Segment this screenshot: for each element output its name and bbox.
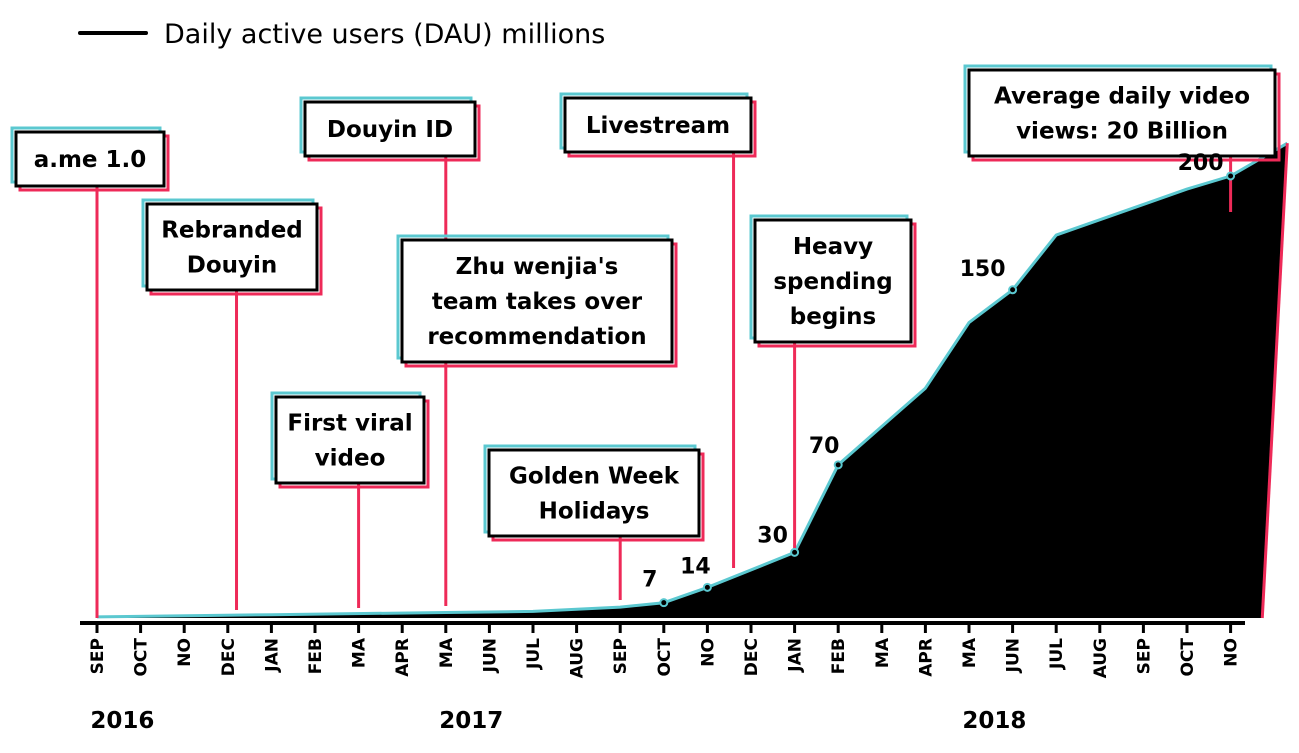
x-tick-label: JAN: [262, 638, 282, 673]
annotation-frame: [303, 100, 477, 158]
value-label-150: 150: [960, 257, 1006, 282]
annotation-box-livestream: Livestream: [559, 92, 757, 158]
x-tick-label: JUN: [1004, 638, 1024, 673]
x-tick-label: FEB: [829, 638, 849, 674]
annotation-box-zhu-wenjia-s: Zhu wenjia's team takes over recommendatio…: [396, 234, 678, 368]
value-label-7: 7: [642, 568, 657, 593]
x-tick-label: NO: [1222, 638, 1242, 667]
annotation-text: views: 20 Billion: [1016, 119, 1228, 145]
value-label-200: 200: [1178, 151, 1224, 176]
x-tick-label: JUL: [1047, 638, 1067, 670]
annotation-frame: [400, 238, 674, 364]
x-tick-label: SEP: [611, 638, 631, 674]
x-tick-label: NO: [175, 638, 195, 667]
annotation-text: video: [315, 446, 386, 472]
annotation-text: team takes over: [432, 289, 643, 315]
x-tick-label: DEC: [219, 638, 239, 676]
annotation-box-golden-week: Golden Week Holidays: [483, 444, 705, 542]
x-tick-label: JUL: [524, 638, 544, 670]
annotation-frame: [274, 395, 426, 485]
x-tick-label: APR: [916, 638, 936, 677]
year-label-2018: 2018: [962, 708, 1026, 734]
year-label-2017: 2017: [439, 708, 503, 734]
x-tick-label: AUG: [1091, 638, 1111, 678]
annotation-text: Heavy: [793, 234, 873, 260]
x-tick-label: AUG: [568, 638, 588, 678]
x-tick-label: MA: [960, 637, 980, 668]
annotation-text: a.me 1.0: [34, 147, 147, 173]
x-tick-label: SEP: [88, 638, 108, 674]
x-tick-label: APR: [393, 638, 413, 677]
annotation-text: recommendation: [427, 324, 646, 350]
legend-label: Daily active users (DAU) millions: [164, 19, 605, 50]
data-point-7: [659, 598, 669, 608]
data-point-70: [833, 460, 843, 470]
annotation-text: Zhu wenjia's: [456, 254, 619, 280]
annotation-text: Douyin: [187, 253, 278, 279]
legend: Daily active users (DAU) millions: [78, 19, 605, 50]
year-label-2016: 2016: [90, 708, 154, 734]
annotation-text: Livestream: [586, 113, 730, 139]
annotation-text: Holidays: [539, 499, 650, 525]
data-point-150: [1008, 285, 1018, 295]
annotation-box-douyin-id: Douyin ID: [299, 96, 481, 162]
annotation-text: spending: [773, 269, 892, 295]
x-axis: SEP OCT NO DEC JAN FEB MA APR MA JUN JUL AUG SEP OCT N…: [80, 621, 1245, 734]
annotation-frame: [753, 218, 913, 344]
value-label-14: 14: [680, 554, 711, 579]
annotation-stems: [95, 152, 1233, 618]
annotation-text: Golden Week: [509, 464, 680, 490]
x-tick-label: NO: [698, 638, 718, 667]
x-tick-label: OCT: [132, 638, 152, 677]
annotation-frame: [563, 96, 753, 154]
data-point-200: [1226, 171, 1236, 181]
annotation-box-rebranded: Rebranded Douyin: [141, 198, 323, 296]
dau-area: [97, 143, 1288, 618]
annotation-text: Average daily video: [994, 84, 1250, 110]
x-tick-label: JUN: [480, 638, 500, 673]
x-tick-label: JAN: [786, 638, 806, 673]
x-tick-label: MA: [873, 637, 893, 668]
annotation-box-a-me-1-0: a.me 1.0: [10, 126, 170, 192]
x-tick-label: MA: [437, 637, 457, 668]
data-point-30: [790, 547, 800, 557]
annotation-text: First viral: [287, 411, 412, 437]
annotation-box-first-viral: First viral video: [270, 391, 430, 489]
x-tick-label: SEP: [1134, 638, 1154, 674]
data-point-14: [702, 582, 712, 592]
annotation-boxes: a.me 1.0 Rebranded Douyin First viral video D…: [10, 64, 1281, 542]
annotation-frame: [967, 68, 1277, 158]
annotation-frame: [487, 448, 701, 538]
value-label-30: 30: [757, 523, 788, 548]
value-labels: 7 14 30 70 150 200: [642, 151, 1236, 608]
annotation-box-average-daily-video: Average daily video views: 20 Billion: [963, 64, 1281, 162]
x-tick-label: MA: [350, 637, 370, 668]
annotation-box-heavy: Heavy spending begins: [749, 214, 917, 348]
annotation-frame: [14, 130, 166, 188]
annotation-text: begins: [790, 304, 876, 330]
x-tick-label: FEB: [306, 638, 326, 674]
x-tick-label: DEC: [742, 638, 762, 676]
annotation-text: Rebranded: [161, 218, 303, 244]
value-label-70: 70: [809, 434, 840, 459]
annotation-frame: [145, 202, 319, 292]
x-tick-label: OCT: [655, 638, 675, 677]
x-tick-label: OCT: [1178, 638, 1198, 677]
dau-area-right-edge: [1260, 143, 1289, 619]
annotation-text: Douyin ID: [327, 117, 453, 143]
